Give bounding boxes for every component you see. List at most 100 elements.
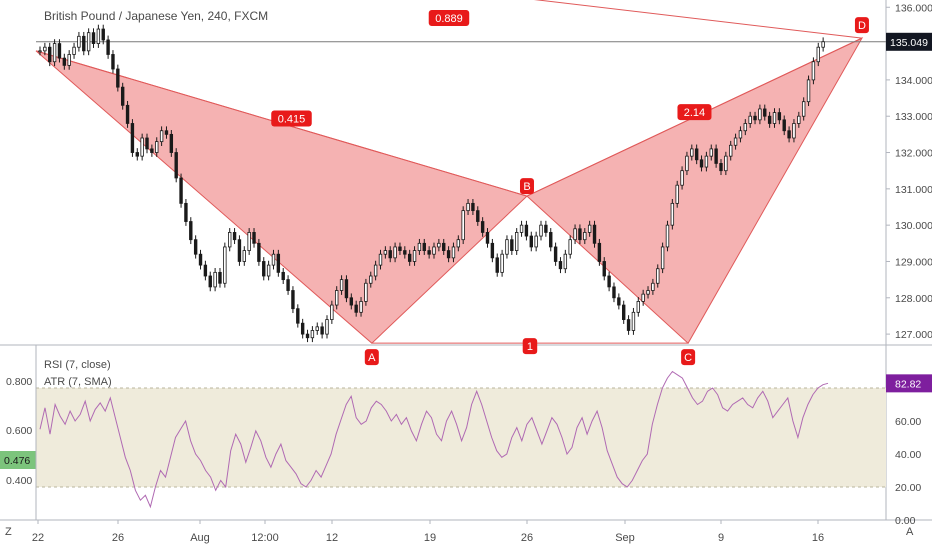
price-tick-label: 130.000 <box>895 220 932 232</box>
candle-body <box>714 148 718 164</box>
candle-body <box>437 242 441 248</box>
candle-body <box>407 253 412 262</box>
candle-body <box>325 319 329 335</box>
candle-body <box>266 264 271 277</box>
ratio-bd-label-bg <box>677 104 712 121</box>
candle-body <box>135 152 139 157</box>
candle-body <box>232 232 237 241</box>
candle-body <box>568 239 572 255</box>
candle-body <box>125 104 130 124</box>
price-tick-label: 127.000 <box>895 329 932 341</box>
candle-body <box>62 57 67 66</box>
atr-label: ATR (7, SMA) <box>44 376 112 388</box>
candle-body <box>767 115 772 124</box>
rsi-tick-label: 40.00 <box>895 449 921 461</box>
candle-body <box>369 275 373 284</box>
candle-body <box>514 232 519 251</box>
price-tick-label: 131.000 <box>895 184 932 196</box>
candle-body <box>505 239 509 255</box>
candle-body <box>748 115 752 124</box>
time-tick-label: Sep <box>615 532 635 544</box>
candle-body <box>179 177 183 204</box>
pattern-overlay[interactable]: 0.415 1 2.14 0.889 A B C D <box>271 10 869 366</box>
candle-body <box>719 163 723 172</box>
candle-body <box>563 253 568 270</box>
time-tick-label: 26 <box>521 532 533 544</box>
candle-body <box>665 224 670 248</box>
candle-body <box>349 297 354 306</box>
candle-body <box>592 224 597 244</box>
candle-body <box>573 228 577 241</box>
time-tick-label: 22 <box>32 532 44 544</box>
candle-body <box>193 239 198 255</box>
candle-body <box>782 119 786 132</box>
candle-body <box>816 46 820 63</box>
candle-body <box>276 253 281 273</box>
candle-body <box>237 239 242 262</box>
candle-body <box>524 224 529 237</box>
candle-body <box>203 264 208 277</box>
candle-body <box>792 123 796 139</box>
point-label-bg <box>519 178 534 195</box>
candle-body <box>364 282 368 302</box>
candle-body <box>48 46 52 63</box>
current-price-value: 135.049 <box>890 37 928 49</box>
point-label-bg <box>854 17 869 34</box>
candle-body <box>787 130 791 139</box>
candle-body <box>335 290 339 306</box>
candle-body <box>753 115 757 121</box>
candle-body <box>529 235 533 248</box>
chart-title: British Pound / Japanese Yen, 240, FXCM <box>44 9 269 23</box>
zoom-icon[interactable]: Z <box>5 526 12 538</box>
candle-body <box>646 290 650 295</box>
candle-body <box>52 43 57 63</box>
candle-body <box>797 115 801 124</box>
candle-body <box>140 137 144 157</box>
candle-body <box>315 326 319 331</box>
rsi-tick-label: 60.00 <box>895 416 921 428</box>
candle-body <box>198 253 203 266</box>
time-tick-label: 12:00 <box>251 532 279 544</box>
ratio-xd-label: 0.889 <box>435 13 463 25</box>
candle-body <box>729 144 733 157</box>
candle-body <box>96 28 101 44</box>
candle-body <box>184 202 188 222</box>
time-tick-label: 12 <box>326 532 338 544</box>
candle-body <box>476 210 480 222</box>
candle-body <box>43 46 47 52</box>
candle-body <box>281 271 285 281</box>
ratio-xb-label: 0.415 <box>278 113 306 125</box>
candle-body <box>432 246 436 255</box>
candle-body <box>271 253 276 266</box>
candle-body <box>305 333 310 339</box>
price-tick-label: 134.000 <box>895 75 932 87</box>
candle-body <box>544 224 548 233</box>
candle-body <box>772 112 777 124</box>
auto-scale-icon[interactable]: A <box>906 526 914 538</box>
current-price-tag <box>886 32 932 51</box>
candle-body <box>286 279 290 291</box>
price-tick-label: 128.000 <box>895 293 932 305</box>
ratio-xd-label-bg <box>428 10 470 26</box>
candle-body <box>174 152 178 179</box>
indicator-pane[interactable] <box>36 370 886 509</box>
candle-body <box>758 108 762 121</box>
point-label-bg <box>681 349 696 366</box>
price-tick-label: 136.000 <box>895 2 932 14</box>
candle-body <box>602 261 606 277</box>
candle-body <box>660 246 665 270</box>
candle-body <box>310 330 315 339</box>
point-label-b: B <box>523 181 530 193</box>
candle-body <box>412 250 417 262</box>
candle-body <box>485 232 490 244</box>
candle-body <box>597 242 602 262</box>
candle-body <box>422 242 426 251</box>
time-tick-label: Aug <box>190 532 210 544</box>
candle-body <box>213 271 217 288</box>
point-label-d: D <box>858 20 866 32</box>
candle-body <box>291 290 295 310</box>
ratio-ac-label: 1 <box>527 341 533 353</box>
candle-body <box>811 61 816 81</box>
candle-body <box>558 261 563 270</box>
